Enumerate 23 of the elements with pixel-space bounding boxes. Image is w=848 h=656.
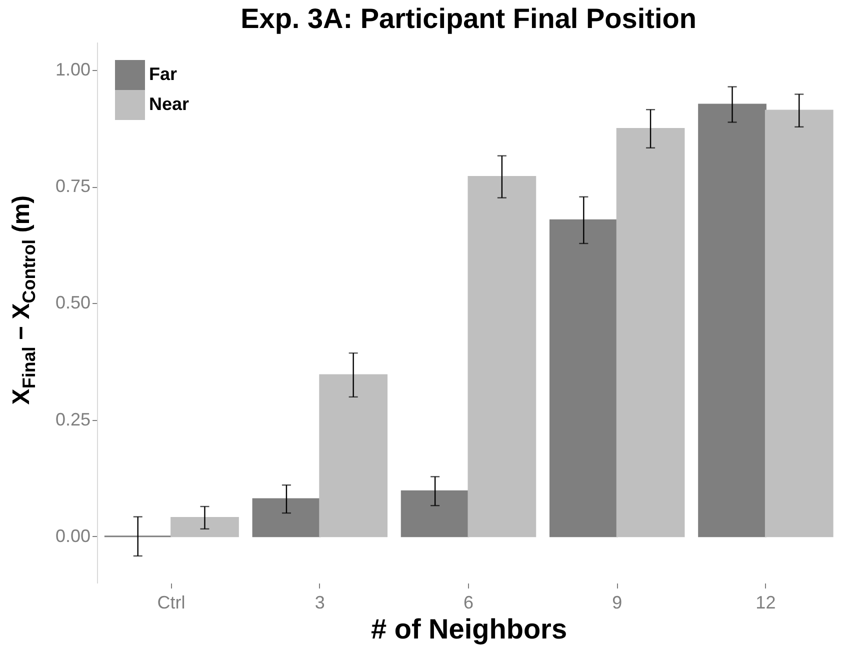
x-tick-label: 3: [314, 592, 325, 612]
chart-title: Exp. 3A: Participant Final Position: [240, 3, 696, 34]
y-tick-label: 0.25: [55, 409, 90, 430]
y-tick-label: 0.50: [55, 292, 90, 313]
bar: [252, 498, 321, 538]
y-tick-label: 1.00: [55, 59, 90, 80]
bar: [698, 104, 766, 538]
bar: [319, 374, 388, 538]
bar: [549, 219, 618, 538]
y-tick-label: 0.00: [55, 526, 90, 546]
bar: [170, 516, 239, 538]
legend-label: Near: [149, 94, 190, 114]
bar: [764, 110, 834, 538]
legend-label: Far: [149, 64, 178, 84]
y-tick-label: 0.75: [55, 176, 90, 196]
bar: [468, 176, 536, 538]
bar: [400, 490, 470, 538]
x-axis-title: # of Neighbors: [370, 614, 568, 644]
x-tick-label: 12: [756, 592, 776, 612]
x-tick-label: 9: [612, 592, 622, 612]
bar: [616, 128, 685, 538]
x-tick-label: 6: [463, 592, 474, 612]
x-tick-label: Ctrl: [157, 592, 186, 612]
